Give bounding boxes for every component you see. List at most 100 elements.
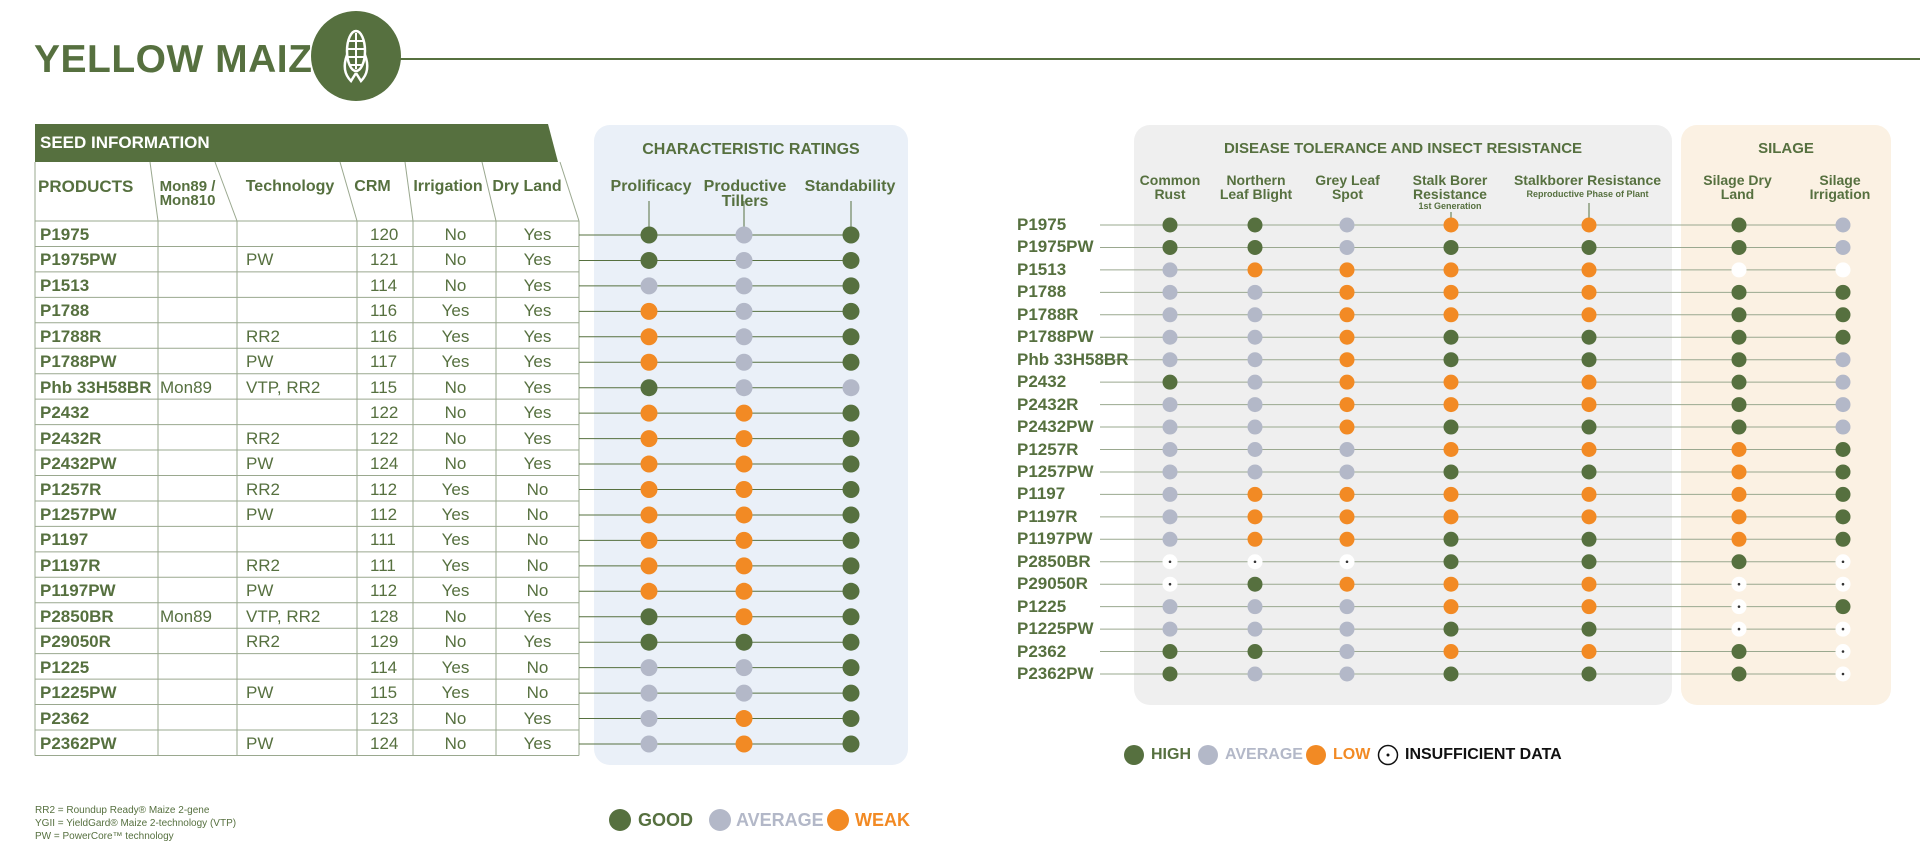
disease-rating-dot (1162, 531, 1178, 547)
technology-cell: PW (246, 504, 274, 524)
irrigation-cell: Yes (441, 479, 470, 499)
disease-rating-dot (1162, 397, 1178, 413)
disease-product-label: P1257R (1017, 439, 1079, 459)
char-rating-dot (640, 430, 658, 448)
disease-product-label: P1257PW (1017, 461, 1094, 481)
technology-cell: PW (246, 734, 274, 753)
char-rating-dot (842, 710, 860, 728)
disease-rating-dot (1835, 329, 1851, 345)
insufficient-data-dot-center (1737, 627, 1741, 631)
disease-rating-dot (1731, 666, 1747, 682)
disease-product-label: P1975 (1017, 215, 1067, 234)
dry-land-cell: No (526, 657, 549, 677)
irrigation-cell: No (444, 708, 467, 728)
disease-rating-dot (1443, 329, 1459, 345)
legend-high-label: HIGH (1151, 746, 1191, 763)
dry-land-cell: No (526, 530, 549, 550)
product-cell: P1197PW (40, 581, 116, 601)
legend-low-label: LOW (1333, 746, 1371, 763)
char-rating-dot (842, 633, 860, 651)
insufficient-data-dot-center (1841, 627, 1845, 631)
char-rating-dot (735, 277, 753, 295)
disease-rating-dot (1581, 262, 1597, 278)
technology-cell: RR2 (246, 479, 281, 499)
product-cell: P1788PW (40, 352, 117, 372)
disease-rating-dot (1835, 217, 1851, 233)
disease-rating-dot (1835, 284, 1851, 300)
irrigation-cell: No (444, 632, 467, 652)
dry-land-cell: Yes (523, 428, 552, 448)
dry-land-cell: Yes (523, 250, 552, 270)
char-rating-dot (735, 710, 753, 728)
disease-rating-dot (1162, 509, 1178, 525)
disease-rating-dot (1443, 621, 1459, 637)
disease-rating-dot (1835, 419, 1851, 435)
header-silage-irrigation-line1: Silage (1819, 172, 1861, 188)
product-cell: P2432PW (40, 454, 117, 474)
dry-land-cell: Yes (523, 225, 552, 244)
disease-rating-dot (1247, 307, 1263, 323)
disease-rating-dot (1443, 666, 1459, 682)
char-rating-dot (640, 557, 658, 575)
disease-rating-dot (1443, 599, 1459, 615)
disease-rating-dot (1339, 644, 1355, 660)
char-ratings-title: CHARACTERISTIC RATINGS (642, 141, 860, 158)
disease-rating-dot (1581, 239, 1597, 255)
char-rating-dot (735, 684, 753, 702)
char-rating-dot (640, 710, 658, 728)
disease-rating-dot (1835, 464, 1851, 480)
char-rating-dot (640, 608, 658, 626)
disease-rating-dot (1443, 509, 1459, 525)
irrigation-cell: No (444, 377, 467, 397)
dry-land-cell: Yes (523, 377, 552, 397)
char-rating-dot (640, 379, 658, 397)
irrigation-cell: No (444, 275, 467, 295)
disease-rating-dot (1162, 419, 1178, 435)
disease-rating-dot (1731, 329, 1747, 345)
mon89-cell: Mon89 (160, 377, 212, 397)
insufficient-data-dot-center (1841, 672, 1845, 676)
insufficient-data-dot-center (1168, 582, 1172, 586)
header-productive-tillers-line2: Tillers (721, 193, 769, 210)
technology-cell: RR2 (246, 632, 281, 652)
insufficient-data-dot-center (1737, 605, 1741, 608)
char-rating-dot (735, 531, 753, 549)
disease-rating-dot (1581, 374, 1597, 390)
disease-rating-dot (1247, 531, 1263, 547)
seed-header-divider (339, 161, 358, 222)
char-rating-dot (735, 633, 753, 651)
disease-rating-dot (1443, 374, 1459, 390)
header-silage-irrigation-line2: Irrigation (1809, 186, 1871, 202)
disease-rating-dot (1162, 307, 1178, 323)
disease-rating-dot (1247, 644, 1263, 660)
disease-rating-dot (1162, 374, 1178, 390)
dry-land-cell: Yes (523, 352, 552, 372)
disease-rating-dot (1339, 509, 1355, 525)
disease-rating-dot (1162, 666, 1178, 682)
char-rating-dot (735, 735, 753, 753)
disease-rating-dot (1443, 419, 1459, 435)
crm-cell: 117 (370, 352, 398, 372)
char-rating-dot (640, 302, 658, 320)
char-rating-dot (735, 353, 753, 371)
disease-rating-dot (1339, 284, 1355, 300)
disease-rating-dot (1581, 531, 1597, 547)
legend-high-dot (1124, 745, 1144, 765)
disease-rating-dot (1443, 554, 1459, 570)
crm-cell: 115 (370, 683, 398, 703)
disease-rating-dot (1339, 442, 1355, 457)
technology-cell: PW (246, 454, 274, 474)
disease-rating-dot (1731, 464, 1747, 480)
disease-rating-dot (1339, 217, 1355, 233)
disease-rating-dot (1339, 419, 1355, 435)
disease-rating-dot (1835, 599, 1851, 615)
crm-cell: 121 (370, 250, 399, 270)
char-rating-dot (735, 302, 753, 320)
disease-rating-dot (1247, 352, 1263, 368)
disease-rating-dot (1443, 576, 1459, 592)
disease-product-label: P1197 (1017, 484, 1066, 504)
irrigation-cell: No (444, 606, 467, 626)
disease-rating-dot (1731, 419, 1747, 435)
char-rating-dot (842, 404, 860, 422)
disease-rating-dot (1581, 509, 1597, 525)
